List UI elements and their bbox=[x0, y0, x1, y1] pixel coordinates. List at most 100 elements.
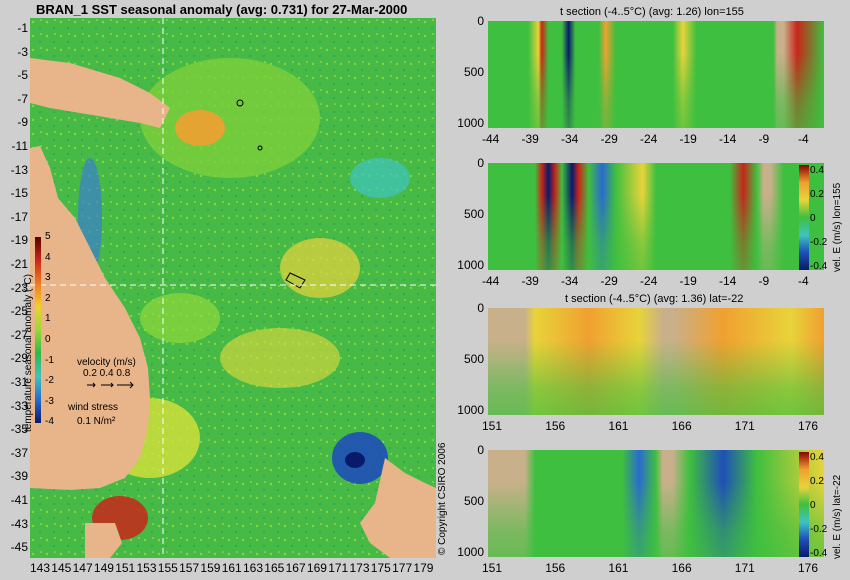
panel-y-tick: 0 bbox=[477, 301, 484, 315]
panel-side-label: vel. E (m/s) lon=155 bbox=[832, 182, 843, 272]
map-x-tick: 151 bbox=[115, 561, 136, 575]
panel-y-tick: 1000 bbox=[457, 402, 484, 417]
map-x-tick: 179 bbox=[413, 561, 434, 575]
map-y-tick: -35 bbox=[10, 422, 28, 437]
panel-x-tick: -14 bbox=[719, 132, 737, 146]
map-x-tick: 175 bbox=[370, 561, 391, 575]
panel-y-tick: 500 bbox=[463, 493, 484, 508]
map-x-tick: 161 bbox=[221, 561, 242, 575]
panel-x-tick: -4 bbox=[798, 132, 809, 146]
map-y-tick: -33 bbox=[10, 398, 28, 413]
map-y-tick: -1 bbox=[17, 21, 28, 35]
colorbar-tick: -4 bbox=[45, 416, 54, 428]
map-x-tick: 153 bbox=[136, 561, 157, 575]
panel-y-tick: 500 bbox=[463, 206, 484, 221]
panel-x-tick: -34 bbox=[561, 274, 579, 288]
colorbar-tick: -2 bbox=[45, 375, 54, 387]
velocity-legend-values: 0.2 0.4 0.8 bbox=[83, 368, 131, 379]
colorbar-tick: -1 bbox=[45, 354, 54, 366]
map-y-tick: -15 bbox=[10, 186, 28, 201]
velocity-colorbar-tick: 0.2 bbox=[810, 189, 824, 200]
map-y-tick: -7 bbox=[17, 91, 28, 106]
velocity-colorbar bbox=[799, 452, 809, 557]
map-x-tick: 143 bbox=[30, 561, 51, 575]
map-x-tick: 147 bbox=[72, 561, 93, 575]
section-plot bbox=[488, 450, 824, 557]
panel-x-tick: 166 bbox=[671, 419, 692, 433]
wind-legend-title: wind stress bbox=[68, 402, 119, 413]
velocity-colorbar-tick: 0.4 bbox=[810, 165, 824, 176]
panel-x-tick: -19 bbox=[679, 274, 697, 288]
panel-y-tick: 0 bbox=[477, 156, 484, 170]
velocity-colorbar-tick: -0.2 bbox=[810, 237, 828, 248]
map-y-tick: -17 bbox=[10, 209, 28, 224]
velocity-colorbar-tick: 0 bbox=[810, 213, 816, 224]
panel-x-tick: -9 bbox=[758, 132, 770, 146]
map-y-tick: -23 bbox=[10, 280, 28, 295]
panel-title: t section (-4..5°C) (avg: 1.26) lon=155 bbox=[560, 6, 744, 18]
panel-y-tick: 500 bbox=[463, 351, 484, 366]
panel-x-tick: -9 bbox=[758, 274, 770, 288]
map-y-tick: -3 bbox=[17, 44, 28, 59]
panel-y-tick: 1000 bbox=[457, 257, 484, 272]
panel-y-tick: 0 bbox=[477, 443, 484, 457]
sst-anomaly-map bbox=[30, 18, 436, 558]
colorbar-tick: 5 bbox=[45, 231, 51, 242]
map-y-tick: -9 bbox=[17, 115, 28, 130]
panel-x-tick: 156 bbox=[545, 561, 566, 575]
map-x-tick: 149 bbox=[93, 561, 114, 575]
panel-x-tick: -34 bbox=[561, 132, 579, 146]
panel-x-tick: -44 bbox=[482, 132, 500, 146]
colorbar-tick: 1 bbox=[45, 313, 51, 325]
section-depth-shading bbox=[488, 21, 824, 128]
map-y-tick: -31 bbox=[10, 375, 28, 389]
map-y-tick: -45 bbox=[10, 540, 28, 555]
wind-legend-value: 0.1 N/m² bbox=[77, 416, 116, 427]
panel-title: t section (-4..5°C) (avg: 1.36) lat=-22 bbox=[565, 293, 744, 305]
map-x-tick: 167 bbox=[285, 561, 306, 575]
section-depth-shading bbox=[488, 450, 824, 557]
panel-x-tick: -24 bbox=[640, 274, 658, 288]
map-y-tick: -27 bbox=[10, 327, 28, 342]
velocity-colorbar-tick: 0.2 bbox=[810, 476, 824, 487]
map-title: BRAN_1 SST seasonal anomaly (avg: 0.731)… bbox=[36, 2, 408, 17]
map-y-tick: -41 bbox=[10, 493, 28, 507]
map-y-tick: -25 bbox=[10, 304, 28, 319]
colorbar-tick: -3 bbox=[45, 395, 54, 407]
map-x-tick: 177 bbox=[392, 561, 413, 575]
colorbar-label: temperature seasonal anomaly (°C) bbox=[23, 274, 34, 432]
velocity-colorbar-tick: -0.4 bbox=[810, 548, 828, 559]
map-y-tick: -5 bbox=[17, 68, 28, 83]
velocity-colorbar-tick: -0.2 bbox=[810, 524, 828, 535]
panel-y-tick: 0 bbox=[477, 14, 484, 28]
velocity-legend-title: velocity (m/s) bbox=[77, 357, 136, 368]
velocity-colorbar bbox=[799, 165, 809, 270]
panel-x-tick: -39 bbox=[521, 132, 539, 146]
colorbar-tick: 2 bbox=[45, 292, 51, 304]
panel-x-tick: 156 bbox=[545, 419, 566, 433]
section-plot bbox=[488, 163, 824, 270]
section-plot bbox=[488, 21, 824, 128]
panel-x-tick: 176 bbox=[798, 419, 819, 433]
map-x-tick: 171 bbox=[328, 561, 349, 575]
panel-x-tick: 176 bbox=[798, 561, 819, 575]
section-depth-shading bbox=[488, 163, 824, 270]
panel-x-tick: 161 bbox=[608, 561, 629, 575]
panel-x-tick: 166 bbox=[671, 561, 692, 575]
panel-x-tick: 151 bbox=[482, 419, 503, 433]
map-x-tick: 173 bbox=[349, 561, 370, 575]
panel-x-tick: 171 bbox=[734, 419, 755, 433]
map-y-tick: -39 bbox=[10, 469, 28, 484]
colorbar-tick: 0 bbox=[45, 334, 51, 345]
map-y-tick: -19 bbox=[10, 233, 28, 248]
colorbar-tick: 4 bbox=[45, 251, 51, 263]
panel-side-label: vel. E (m/s) lat=-22 bbox=[832, 474, 843, 559]
map-y-tick: -13 bbox=[10, 162, 28, 177]
section-plot bbox=[488, 308, 824, 415]
map-x-tick: 155 bbox=[157, 561, 178, 575]
velocity-colorbar-tick: -0.4 bbox=[810, 261, 828, 272]
panel-x-tick: -44 bbox=[482, 274, 500, 288]
panel-x-tick: -29 bbox=[600, 274, 618, 288]
map-x-tick: 165 bbox=[264, 561, 285, 575]
panel-x-tick: -24 bbox=[640, 132, 658, 146]
